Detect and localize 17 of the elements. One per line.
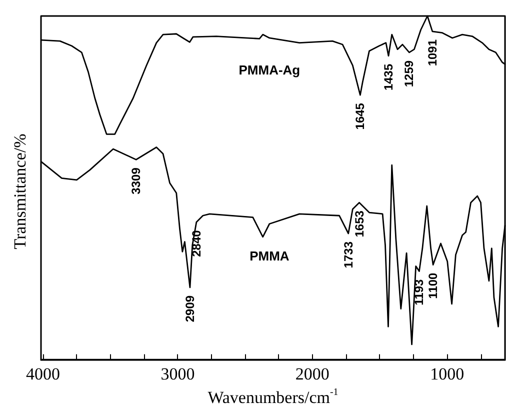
annotation: 1733: [341, 241, 356, 268]
annotation: 1435: [381, 64, 396, 91]
annotation: 1193: [412, 278, 426, 306]
annotation: 1100: [426, 272, 440, 299]
series-label: PMMA-Ag: [238, 62, 300, 78]
x-tick-label: 1000: [430, 364, 464, 384]
annotation: 1259: [402, 60, 416, 88]
x-tick-label: 2000: [295, 364, 330, 384]
annotation: 3309: [129, 167, 144, 194]
annotation: 1645: [353, 102, 368, 130]
annotation: 2909: [182, 295, 197, 322]
y-axis-title: Transmittance/%: [10, 134, 30, 250]
x-tick-label: 4000: [26, 364, 60, 384]
annotation: 1091: [425, 39, 440, 66]
series-label: PMMA: [250, 248, 290, 264]
annotation: 1653: [352, 210, 366, 238]
x-tick-label: 3000: [160, 364, 195, 384]
